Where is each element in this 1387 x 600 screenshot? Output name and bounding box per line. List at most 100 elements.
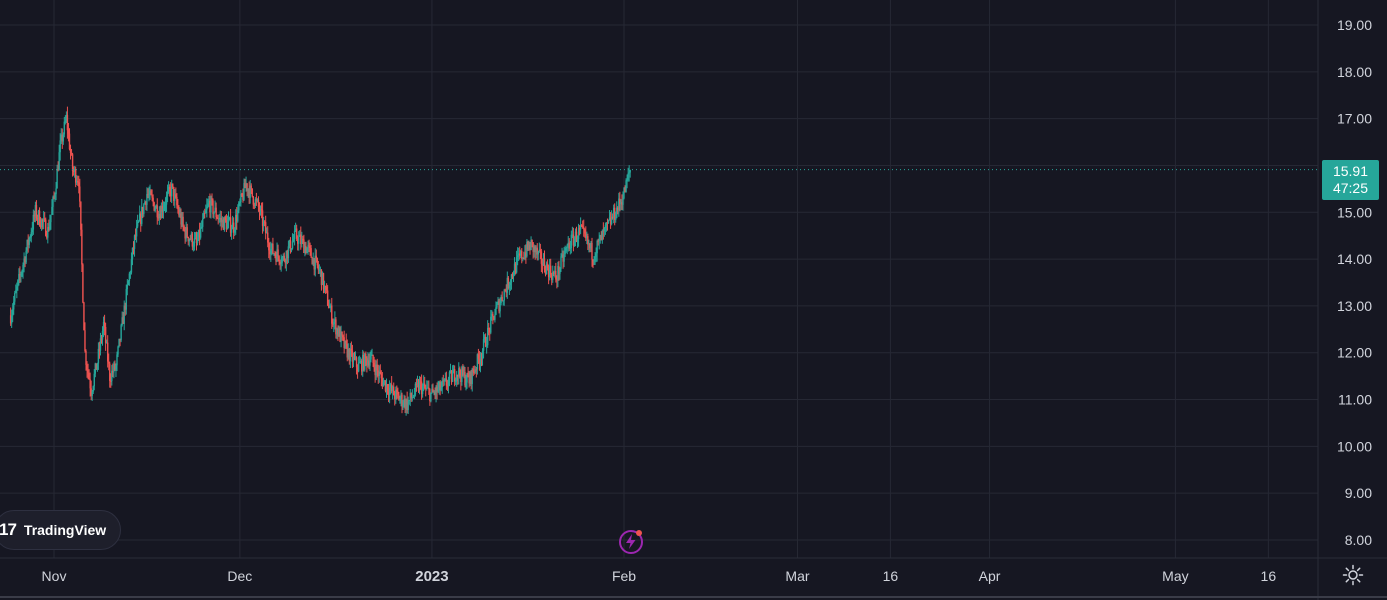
candle-body — [23, 258, 25, 265]
candle-body — [457, 374, 459, 377]
candle-body — [123, 305, 125, 324]
candle-body — [88, 372, 90, 380]
y-tick-label: 17.00 — [1337, 111, 1372, 127]
candle-body — [629, 170, 631, 173]
candle-body — [118, 338, 120, 347]
gear-icon[interactable] — [1342, 564, 1364, 586]
candle-body — [147, 194, 149, 196]
x-tick-label: 2023 — [415, 568, 448, 585]
candle-body — [164, 204, 167, 206]
candle-body — [146, 194, 148, 205]
candle-body — [519, 253, 521, 256]
candle-body — [461, 367, 463, 382]
candle-body — [227, 219, 230, 222]
candle-body — [590, 243, 592, 249]
candle-body — [359, 360, 362, 363]
candle-body — [159, 213, 162, 219]
candle-body — [598, 238, 600, 242]
candle-body — [249, 185, 251, 198]
candle-body — [286, 250, 289, 259]
candle-body — [527, 241, 529, 249]
candle-body — [94, 363, 97, 374]
candle-body — [377, 370, 379, 376]
candle-body — [224, 217, 227, 221]
candle-body — [270, 248, 272, 255]
candle-body — [240, 193, 242, 203]
candle-body — [440, 387, 442, 391]
candle-body — [119, 338, 121, 341]
candle-body — [236, 214, 238, 222]
candle-body — [282, 255, 284, 258]
candle-body — [419, 381, 422, 383]
candle-body — [616, 207, 618, 218]
candle-body — [557, 265, 559, 281]
candle-body — [288, 240, 291, 247]
y-tick-label: 14.00 — [1337, 251, 1372, 267]
candle-body — [189, 238, 192, 240]
candle-body — [411, 397, 414, 399]
lightning-bolt-icon[interactable] — [618, 528, 644, 554]
candle-body — [610, 216, 613, 225]
candle-body — [90, 388, 92, 396]
candle-body — [156, 205, 158, 218]
candle-body — [536, 247, 538, 255]
candle-body — [79, 186, 81, 202]
candle-body — [160, 206, 163, 219]
candle-body — [260, 208, 263, 211]
candle-body — [515, 257, 518, 273]
candle-body — [366, 358, 368, 366]
candle-body — [491, 313, 493, 317]
candle-body — [151, 194, 153, 198]
candle-body — [58, 152, 60, 171]
candle-body — [106, 342, 109, 362]
candle-body — [399, 398, 401, 401]
candle-body — [71, 154, 74, 172]
candle-body — [299, 234, 301, 237]
candle-body — [280, 262, 282, 265]
candle-body — [222, 219, 225, 230]
candle-body — [49, 222, 51, 230]
candle-body — [600, 235, 602, 241]
candle-body — [580, 225, 583, 227]
candle-body — [477, 354, 480, 359]
candle-body — [183, 225, 185, 230]
candle-body — [460, 375, 462, 382]
candle-body — [18, 274, 20, 281]
candle-body — [365, 353, 367, 359]
candle-body — [524, 252, 526, 259]
candle-body — [584, 229, 586, 234]
candle-body — [545, 263, 548, 275]
candle-body — [291, 241, 294, 249]
candle-body — [72, 171, 75, 173]
candle-body — [70, 153, 73, 155]
candle-body — [436, 386, 438, 392]
candle-body — [317, 265, 320, 270]
candle-body — [379, 371, 382, 374]
candle-body — [267, 232, 269, 243]
candle-body — [478, 358, 481, 365]
candle-body — [116, 354, 118, 366]
candle-body — [300, 234, 302, 245]
candle-body — [579, 225, 582, 230]
candle-body — [472, 368, 474, 373]
candle-body — [135, 226, 138, 237]
tradingview-logo[interactable]: 17 TradingView — [0, 510, 122, 550]
candle-body — [449, 371, 452, 373]
candle-body — [91, 391, 93, 396]
candle-body — [325, 286, 328, 291]
candle-body — [152, 197, 154, 203]
candle-body — [53, 197, 55, 199]
candle-body — [137, 221, 140, 223]
candle-body — [315, 255, 317, 259]
candle-body — [192, 246, 195, 248]
candle-body — [255, 199, 258, 201]
candle-body — [390, 384, 393, 392]
candle-body — [125, 289, 127, 310]
candle-body — [611, 216, 614, 219]
candle-body — [494, 314, 496, 320]
candle-body — [48, 227, 50, 230]
candle-body — [565, 247, 567, 251]
candle-body — [80, 201, 82, 230]
